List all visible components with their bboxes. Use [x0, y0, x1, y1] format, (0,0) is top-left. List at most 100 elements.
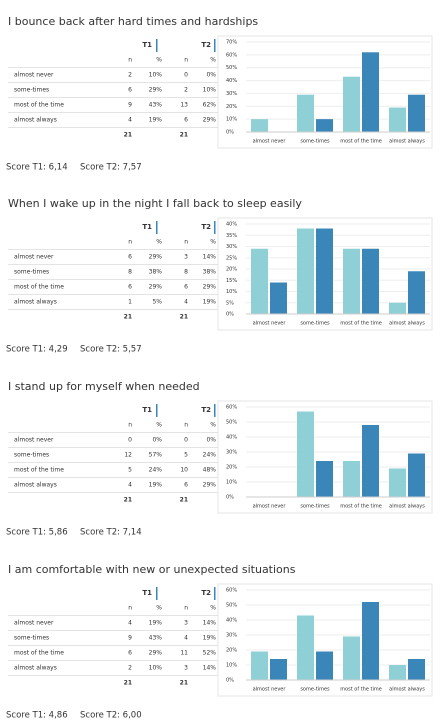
group-header: T1: [142, 406, 152, 414]
row-label: almost never: [14, 254, 54, 261]
column-header: %: [156, 57, 162, 64]
y-tick-label: 40%: [226, 618, 237, 624]
cell: 0: [128, 437, 132, 444]
group-header: T2: [201, 223, 211, 231]
group-marker: [214, 404, 216, 417]
cell: 6: [128, 650, 132, 657]
cell: 6: [128, 254, 132, 261]
y-tick-label: 15%: [226, 278, 237, 284]
y-tick-label: 0%: [226, 495, 234, 501]
bar: [270, 659, 287, 680]
section-title: I stand up for myself when needed: [8, 380, 200, 393]
cell: 0%: [152, 437, 162, 444]
column-header: n: [184, 239, 188, 246]
total: 21: [124, 680, 132, 687]
section-title: I am comfortable with new or unexpected …: [8, 563, 296, 576]
total: 21: [180, 132, 188, 139]
total: 21: [180, 680, 188, 687]
group-header: T1: [142, 589, 152, 597]
cell: 6: [128, 87, 132, 94]
y-tick-label: 10%: [226, 117, 237, 123]
cell: 14%: [203, 254, 217, 261]
cell: 24%: [203, 452, 217, 459]
cell: 29%: [203, 284, 217, 291]
row-label: almost never: [14, 620, 54, 627]
row-label: some-times: [14, 87, 49, 94]
bar: [251, 119, 268, 132]
cell: 29%: [203, 117, 217, 124]
cell: 9: [128, 102, 132, 109]
column-header: %: [156, 422, 162, 429]
bar: [389, 107, 406, 132]
bar: [362, 248, 379, 314]
x-tick-label: almost never: [253, 687, 287, 693]
cell: 19%: [149, 620, 163, 627]
score: Score T1: 5,86: [6, 528, 68, 538]
cell: 0: [184, 437, 188, 444]
bar: [316, 119, 333, 132]
cell: 8: [184, 269, 188, 276]
cell: 38%: [149, 269, 163, 276]
cell: 5: [128, 467, 132, 474]
y-tick-label: 60%: [226, 52, 237, 58]
x-tick-label: most of the time: [340, 139, 382, 145]
cell: 0%: [206, 72, 216, 79]
cell: 5: [184, 452, 188, 459]
column-header: %: [210, 422, 216, 429]
y-tick-label: 25%: [226, 255, 237, 261]
cell: 29%: [149, 284, 163, 291]
cell: 19%: [149, 117, 163, 124]
y-tick-label: 60%: [226, 405, 237, 411]
score: Score T1: 4,86: [6, 711, 68, 721]
bar: [251, 248, 268, 314]
y-tick-label: 0%: [226, 312, 234, 318]
row-label: almost always: [14, 299, 57, 306]
bar: [343, 461, 360, 497]
group-header: T2: [201, 406, 211, 414]
cell: 11: [180, 650, 188, 657]
x-tick-label: almost always: [389, 321, 425, 327]
cell: 8: [128, 269, 132, 276]
cell: 5%: [152, 299, 162, 306]
x-tick-label: almost always: [389, 504, 425, 510]
cell: 43%: [149, 635, 163, 642]
cell: 4: [128, 482, 132, 489]
x-tick-label: some-times: [300, 504, 330, 510]
cell: 3: [184, 665, 188, 672]
x-tick-label: some-times: [300, 687, 330, 693]
group-header: T2: [201, 41, 211, 49]
total: 21: [124, 132, 132, 139]
group-marker: [156, 39, 158, 52]
row-label: most of the time: [14, 467, 64, 474]
bar: [343, 248, 360, 314]
cell: 6: [184, 284, 188, 291]
cell: 19%: [203, 299, 217, 306]
column-header: n: [128, 605, 132, 612]
bar: [408, 453, 425, 497]
cell: 38%: [203, 269, 217, 276]
group-marker: [156, 404, 158, 417]
x-tick-label: almost always: [389, 139, 425, 145]
y-tick-label: 40%: [226, 435, 237, 441]
cell: 13: [180, 102, 188, 109]
cell: 6: [184, 117, 188, 124]
y-tick-label: 50%: [226, 65, 237, 71]
bar: [343, 76, 360, 132]
x-tick-label: some-times: [300, 321, 330, 327]
score: Score T2: 7,14: [80, 528, 142, 538]
group-marker: [214, 221, 216, 234]
chart-frame: [217, 583, 433, 697]
score: Score T2: 7,57: [80, 163, 142, 173]
y-tick-label: 70%: [226, 40, 237, 46]
y-tick-label: 50%: [226, 420, 237, 426]
cell: 14%: [203, 620, 217, 627]
chart-frame: [217, 400, 433, 514]
cell: 0: [184, 72, 188, 79]
bar: [408, 659, 425, 680]
row-label: most of the time: [14, 284, 64, 291]
bar: [316, 651, 333, 680]
score: Score T1: 6,14: [6, 163, 68, 173]
cell: 9: [128, 635, 132, 642]
bar: [408, 271, 425, 314]
